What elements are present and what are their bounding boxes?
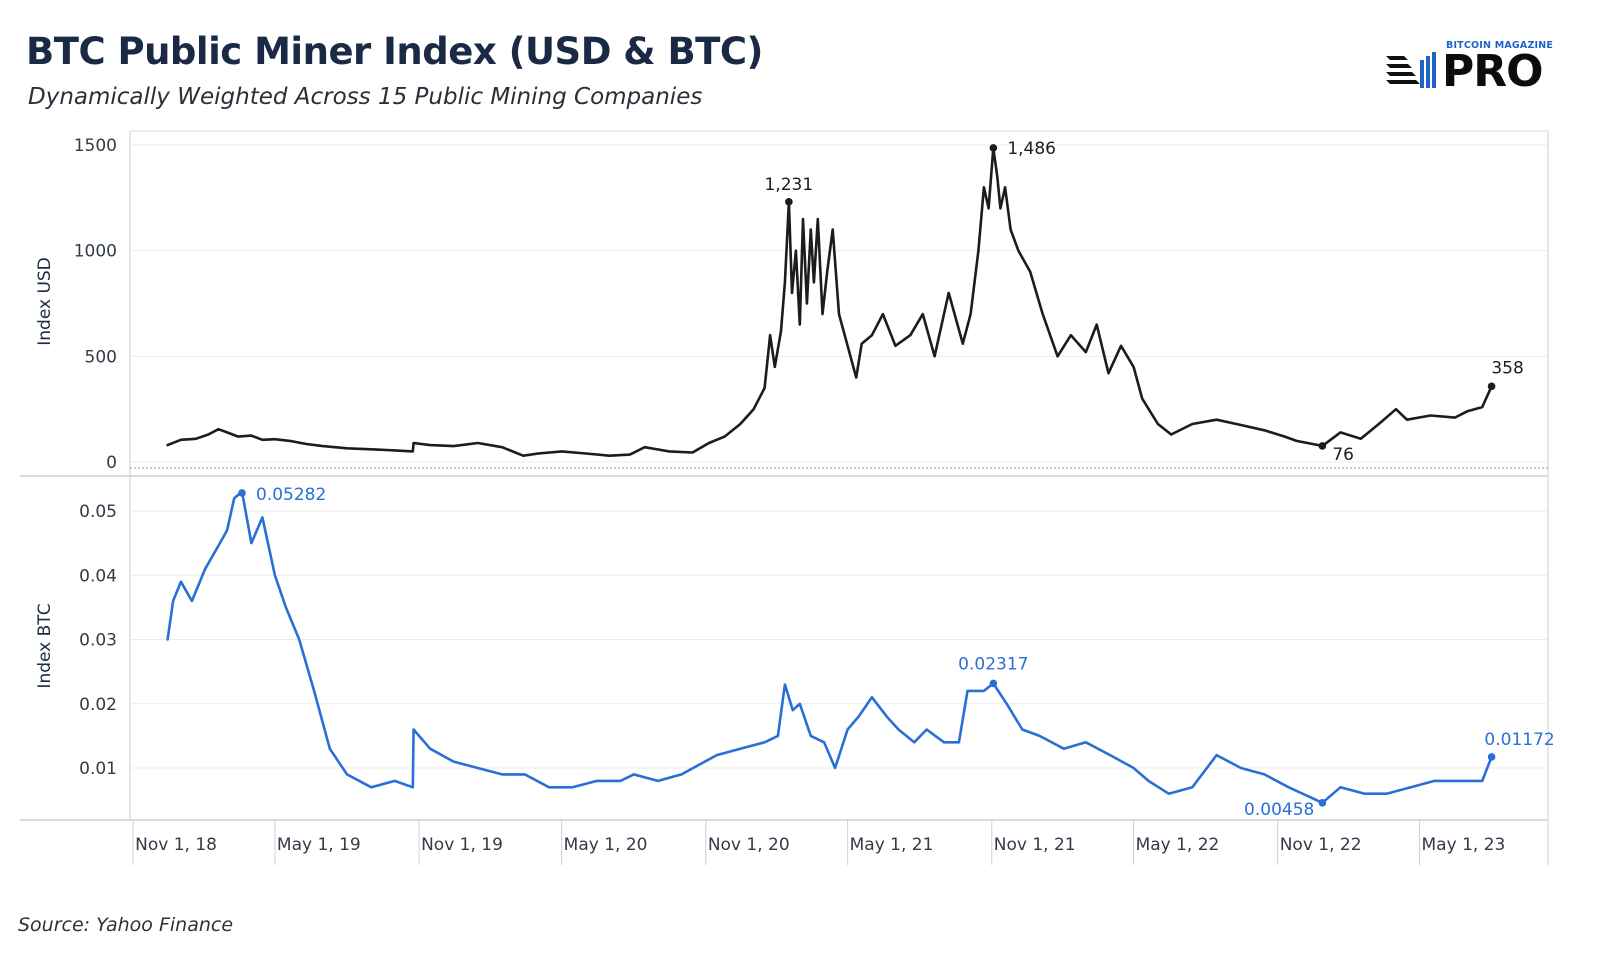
- x-axis: Nov 1, 18 May 1, 19 Nov 1, 19 May 1, 20 Nov …: [132, 820, 1506, 865]
- x-tick-label: May 1, 21: [850, 835, 934, 855]
- usd-annotation-label: 358: [1491, 358, 1523, 378]
- x-tick-label: May 1, 19: [277, 835, 361, 855]
- btc-annotation-label: 0.02317: [958, 654, 1028, 674]
- btc-axis-title: Index BTC: [35, 603, 55, 688]
- x-tick-label: Nov 1, 21: [994, 835, 1076, 855]
- chart-title: BTC Public Miner Index (USD & BTC): [26, 30, 763, 73]
- usd-ytick-label: 1000: [74, 242, 117, 262]
- usd-annotation-point: [1318, 442, 1327, 450]
- usd-ytick-label: 0: [106, 453, 117, 473]
- btc-annotation-point: [1487, 753, 1496, 761]
- usd-axis-title: Index USD: [35, 257, 55, 346]
- source-note: Source: Yahoo Finance: [18, 914, 234, 936]
- btc-annotation-point: [1318, 799, 1327, 807]
- usd-annotation-label: 76: [1332, 445, 1354, 465]
- x-tick-label: Nov 1, 18: [135, 835, 217, 855]
- usd-annotation-label: 1,486: [1007, 139, 1056, 159]
- btc-ytick-label: 0.05: [79, 502, 117, 522]
- brand-logo: BITCOIN MAGAZINE PRO: [1386, 38, 1566, 96]
- usd-annotation-point: [1487, 382, 1496, 391]
- btc-series-line: [166, 490, 1493, 805]
- btc-ytick-label: 0.02: [79, 695, 117, 715]
- x-tick-label: Nov 1, 19: [421, 835, 503, 855]
- btc-annotation-label: 0.01172: [1484, 730, 1554, 750]
- btc-annotation-label: 0.00458: [1244, 800, 1314, 820]
- brand-top-text: BITCOIN MAGAZINE: [1446, 40, 1554, 51]
- chart-frame: [20, 130, 1549, 865]
- btc-annotation-label: 0.05282: [256, 485, 326, 505]
- usd-annotation-point: [785, 198, 793, 206]
- btc-ytick-label: 0.04: [79, 566, 117, 586]
- x-tick-label: Nov 1, 20: [708, 835, 790, 855]
- x-tick-label: May 1, 23: [1422, 835, 1506, 855]
- usd-annotation-label: 1,231: [765, 175, 814, 195]
- btc-annotation-point: [989, 679, 998, 688]
- usd-ytick-label: 1500: [74, 136, 117, 156]
- x-tick-label: May 1, 22: [1136, 835, 1220, 855]
- brand-main-text: PRO: [1442, 46, 1544, 97]
- btc-ytick-label: 0.01: [79, 759, 117, 779]
- usd-annotation-point: [989, 144, 998, 152]
- btc-ytick-label: 0.03: [79, 631, 117, 651]
- usd-panel: 0 500 1000 1500 Index USD 1,231 1,486 76 358: [35, 136, 1548, 473]
- usd-series-line: [166, 146, 1493, 458]
- btc-annotation-point: [238, 489, 246, 497]
- btc-panel: 0.01 0.02 0.03 0.04 0.05 Index BTC 0.05282 0.02…: [35, 485, 1555, 820]
- brand-bars-icon: [1386, 52, 1436, 88]
- usd-ytick-label: 500: [85, 347, 117, 367]
- chart-subtitle: Dynamically Weighted Across 15 Public Mi…: [28, 84, 703, 110]
- x-tick-label: May 1, 20: [564, 835, 648, 855]
- x-tick-label: Nov 1, 22: [1280, 835, 1362, 855]
